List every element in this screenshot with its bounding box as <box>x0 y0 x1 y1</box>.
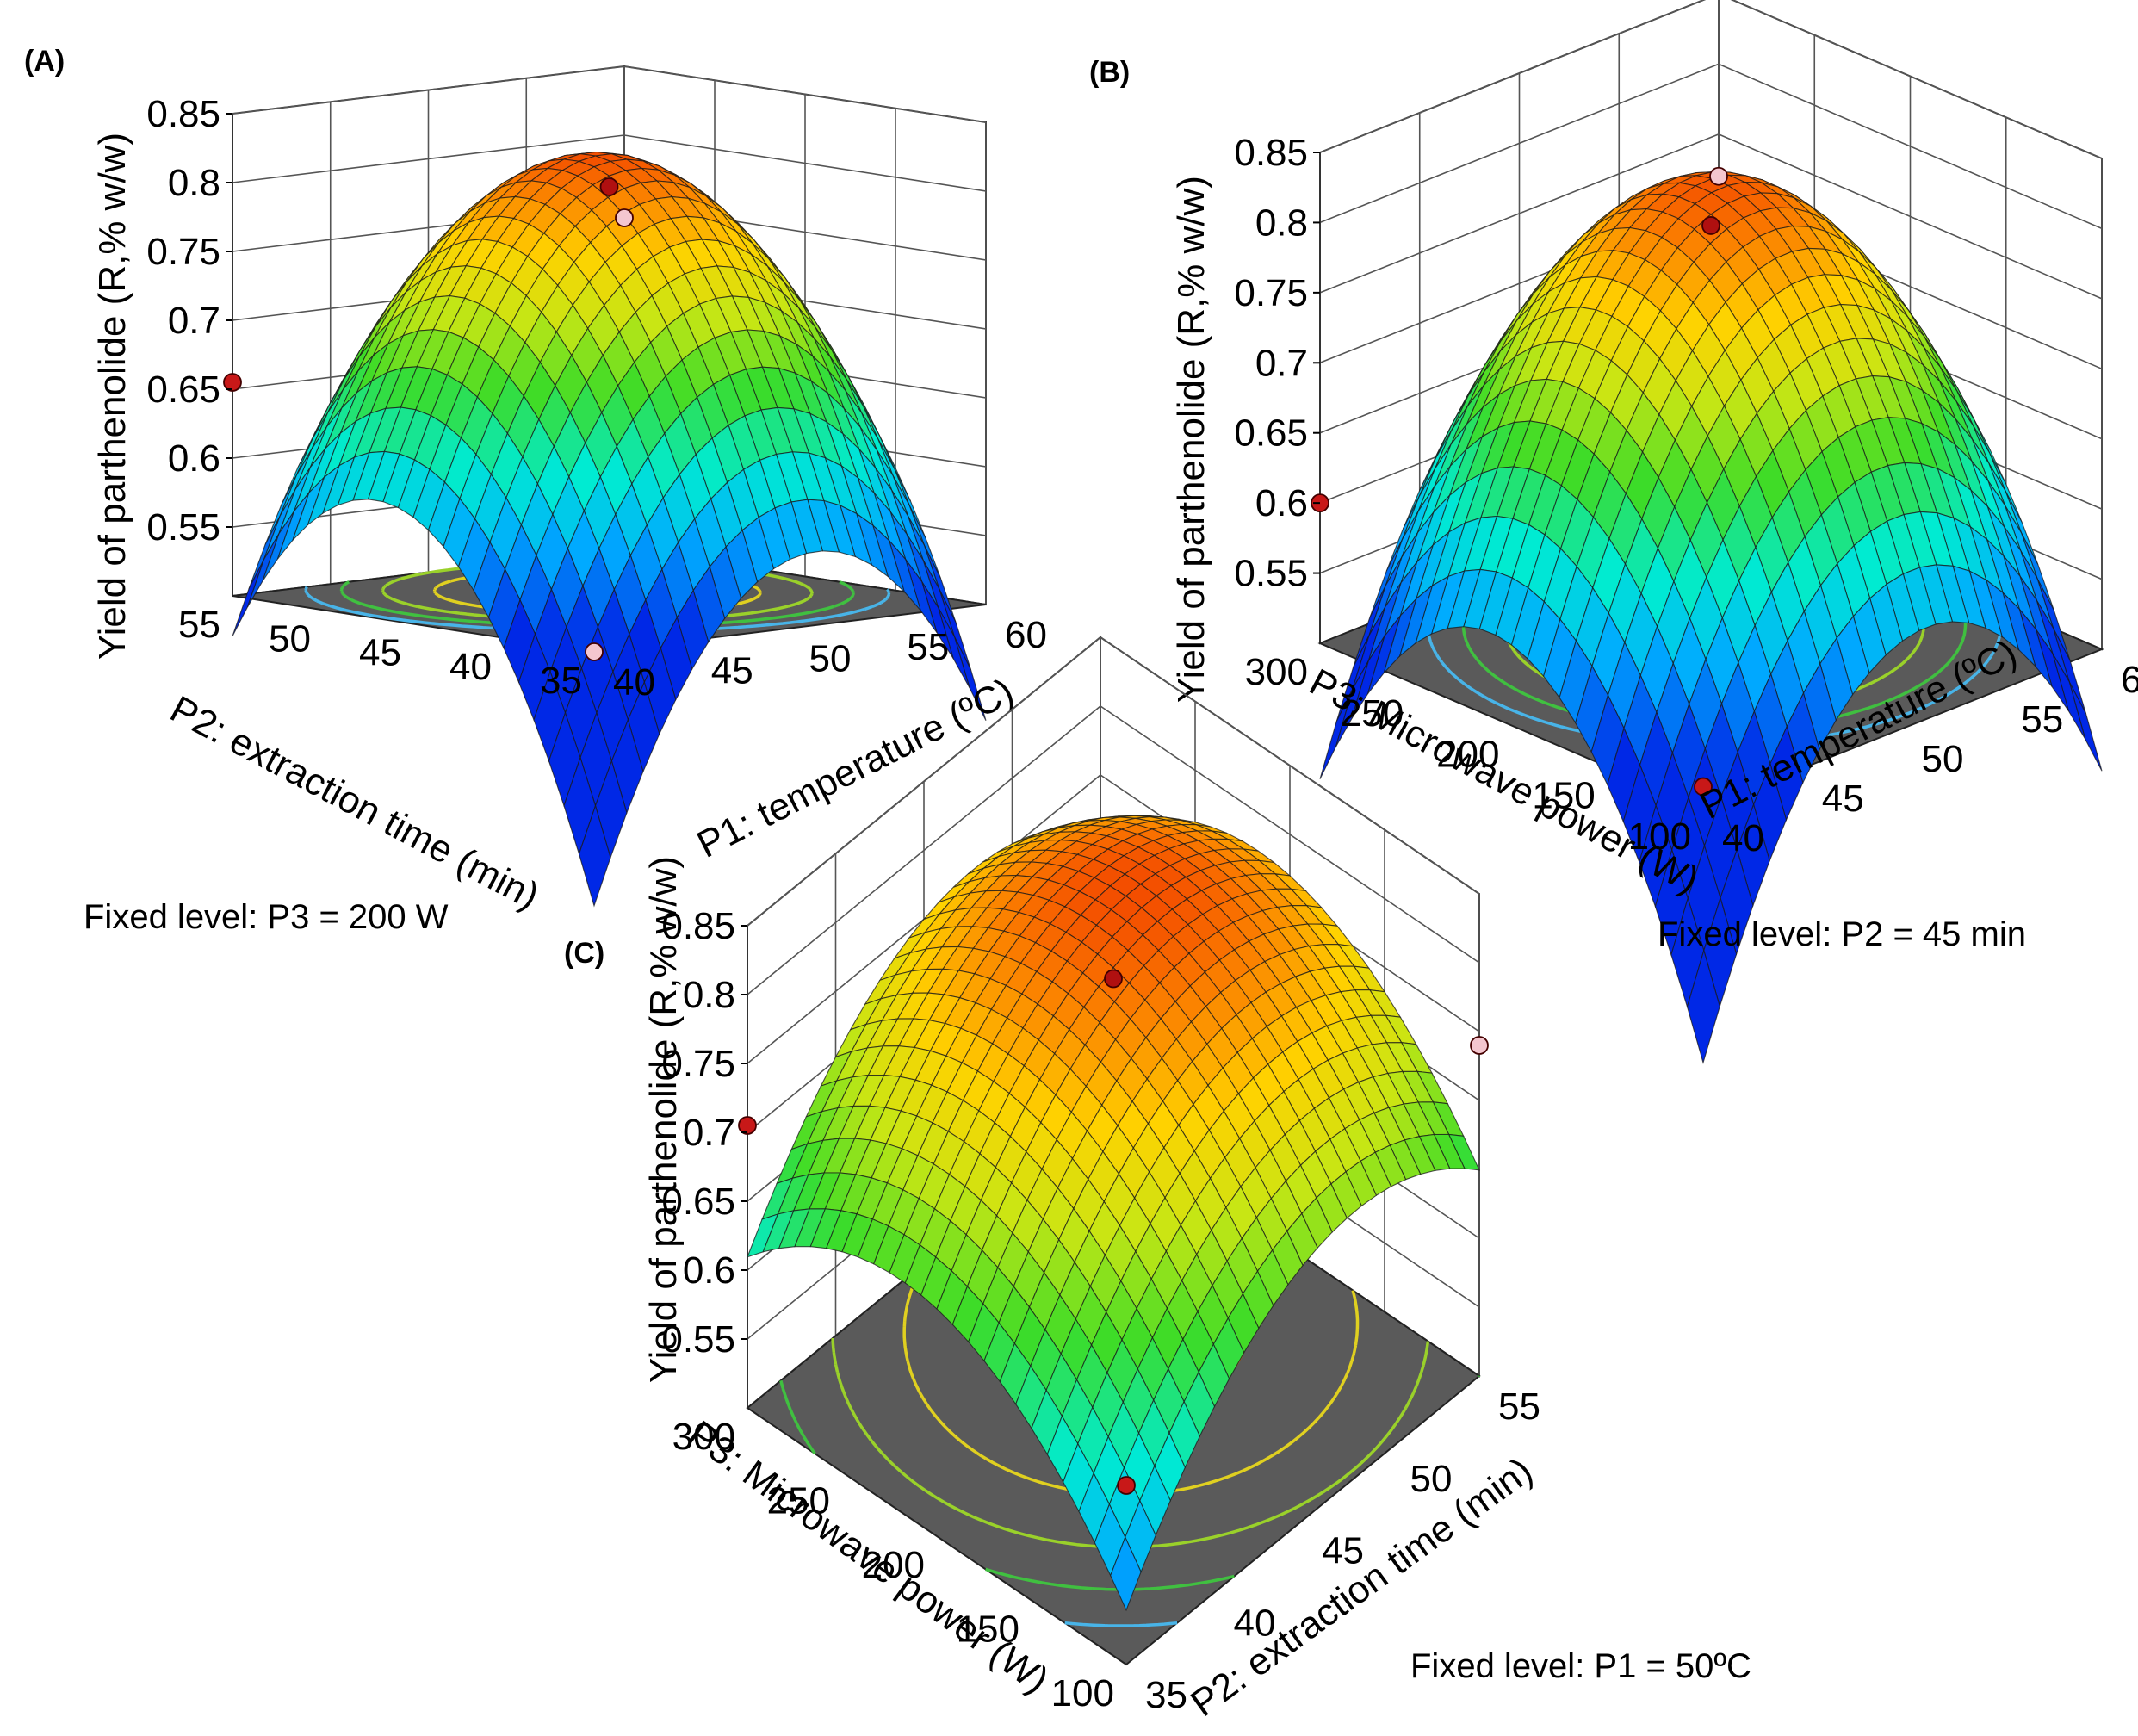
panel-label: (C) <box>564 937 604 970</box>
x-tick-label: 35 <box>1145 1674 1187 1716</box>
design-point-marker <box>1709 166 1728 186</box>
z-axis-ticks: 0.55 0.6 0.65 0.7 0.75 0.8 0.85 <box>1234 132 1320 595</box>
z-tick-label: 0.85 <box>1234 132 1308 174</box>
z-tick-label: 0.7 <box>1255 342 1308 384</box>
z-axis-ticks: 0.55 0.6 0.65 0.7 0.75 0.8 0.85 <box>146 93 232 549</box>
y-tick-label: 50 <box>269 617 311 660</box>
y-tick-label: 250 <box>1341 692 1404 735</box>
y-tick-label: 35 <box>540 660 582 702</box>
design-point-marker <box>223 373 242 392</box>
y-tick-label: 55 <box>178 604 220 646</box>
y-tick-label: 100 <box>1628 815 1691 858</box>
z-tick-label: 0.55 <box>146 506 220 549</box>
z-tick-label: 0.85 <box>661 905 735 947</box>
y-tick-label: 200 <box>1436 734 1499 776</box>
z-tick-label: 0.6 <box>683 1249 735 1292</box>
x-tick-label: 45 <box>1822 778 1864 820</box>
x-tick-label: 40 <box>1722 817 1764 859</box>
z-axis-title: Yield of parthenolide (R,% w/w) <box>91 133 133 660</box>
x-axis-ticks: 40 45 50 55 60 <box>1722 659 2138 859</box>
z-tick-label: 0.55 <box>661 1318 735 1361</box>
y-axis-ticks: 100 150 200 250 300 <box>1245 651 1691 858</box>
z-tick-label: 0.65 <box>146 369 220 411</box>
design-points <box>1311 166 1728 797</box>
x-tick-label: 50 <box>1922 738 1964 780</box>
fixed-level-note: Fixed level: P2 = 45 min <box>1658 915 2026 953</box>
z-axis-title: Yield of parthenolide (R,% w/w) <box>1170 176 1212 703</box>
design-point-marker <box>1470 1036 1489 1055</box>
x-tick-label: 55 <box>2021 698 2063 741</box>
design-point-marker <box>615 208 634 227</box>
z-tick-label: 0.6 <box>1255 482 1308 524</box>
z-tick-label: 0.65 <box>1234 412 1308 455</box>
design-points <box>738 969 1489 1495</box>
z-tick-label: 0.8 <box>168 162 220 204</box>
surface-facet <box>2068 681 2103 772</box>
x-tick-label: 50 <box>1410 1458 1453 1500</box>
surface-facet <box>1110 1535 1142 1612</box>
design-point-marker <box>1694 777 1713 797</box>
design-point-marker <box>585 642 604 661</box>
y-tick-label: 150 <box>1532 774 1595 816</box>
z-axis-ticks: 0.55 0.6 0.65 0.7 0.75 0.8 0.85 <box>661 905 747 1361</box>
y-tick-label: 300 <box>672 1416 735 1458</box>
z-tick-label: 0.75 <box>146 231 220 273</box>
z-tick-label: 0.75 <box>1234 272 1308 314</box>
z-tick-label: 0.75 <box>661 1043 735 1085</box>
x-axis-ticks: 40 45 50 55 60 <box>613 614 1047 704</box>
y-tick-label: 45 <box>359 632 401 674</box>
design-point-marker <box>1104 969 1123 989</box>
x-tick-label: 55 <box>907 626 949 668</box>
z-tick-label: 0.8 <box>683 974 735 1016</box>
surface-facet <box>1686 948 1720 1064</box>
z-axis-title: Yield of parthenolide (R,% w/w) <box>642 856 685 1383</box>
z-tick-label: 0.7 <box>683 1112 735 1154</box>
x-tick-label: 60 <box>1005 614 1047 656</box>
z-tick-label: 0.85 <box>146 93 220 135</box>
response-surface <box>747 815 1480 1612</box>
panel-b: 0.55 0.6 0.65 0.7 0.75 0.8 0.85 40 45 50 55 60 100 15… <box>1089 0 2138 1064</box>
design-point-marker <box>738 1116 757 1135</box>
y-tick-label: 100 <box>1051 1672 1114 1714</box>
z-tick-label: 0.8 <box>1255 202 1308 244</box>
x-tick-label: 50 <box>809 638 852 680</box>
x-tick-label: 45 <box>1322 1530 1364 1572</box>
y-tick-label: 300 <box>1245 651 1308 693</box>
panel-label: (B) <box>1089 56 1130 89</box>
x-tick-label: 55 <box>1498 1386 1540 1428</box>
z-gridline <box>1319 0 2103 159</box>
y-axis-ticks: 35 40 45 50 55 <box>178 604 582 702</box>
response-surface <box>1319 171 2103 1064</box>
y-tick-label: 250 <box>767 1480 830 1522</box>
surface-facet <box>578 803 611 908</box>
z-tick-label: 0.6 <box>168 437 220 480</box>
x-tick-label: 60 <box>2121 659 2138 701</box>
design-point-marker <box>1117 1476 1136 1495</box>
y-tick-label: 40 <box>449 646 492 688</box>
x-tick-label: 40 <box>613 661 655 704</box>
z-gridline <box>232 65 987 123</box>
y-tick-label: 200 <box>862 1544 925 1586</box>
y-axis-title: P2: extraction time (min) <box>164 688 546 918</box>
design-points <box>223 177 634 661</box>
response-surface <box>232 151 987 908</box>
z-tick-label: 0.7 <box>168 300 220 342</box>
design-point-marker <box>599 177 619 196</box>
z-tick-label: 0.55 <box>1234 553 1308 595</box>
fixed-level-note: Fixed level: P1 = 50ºC <box>1410 1647 1751 1685</box>
x-axis-ticks: 35 40 45 50 55 <box>1145 1386 1540 1716</box>
z-tick-label: 0.65 <box>661 1181 735 1223</box>
fixed-level-note: Fixed level: P3 = 200 W <box>84 898 449 936</box>
design-point-marker <box>1701 216 1720 235</box>
y-axis-ticks: 100 150 200 250 300 <box>672 1416 1114 1714</box>
contour-line <box>1064 1621 1178 1628</box>
y-tick-label: 150 <box>957 1609 1019 1651</box>
panel-label: (A) <box>24 45 65 78</box>
x-tick-label: 40 <box>1234 1602 1276 1644</box>
x-tick-label: 45 <box>711 649 753 691</box>
